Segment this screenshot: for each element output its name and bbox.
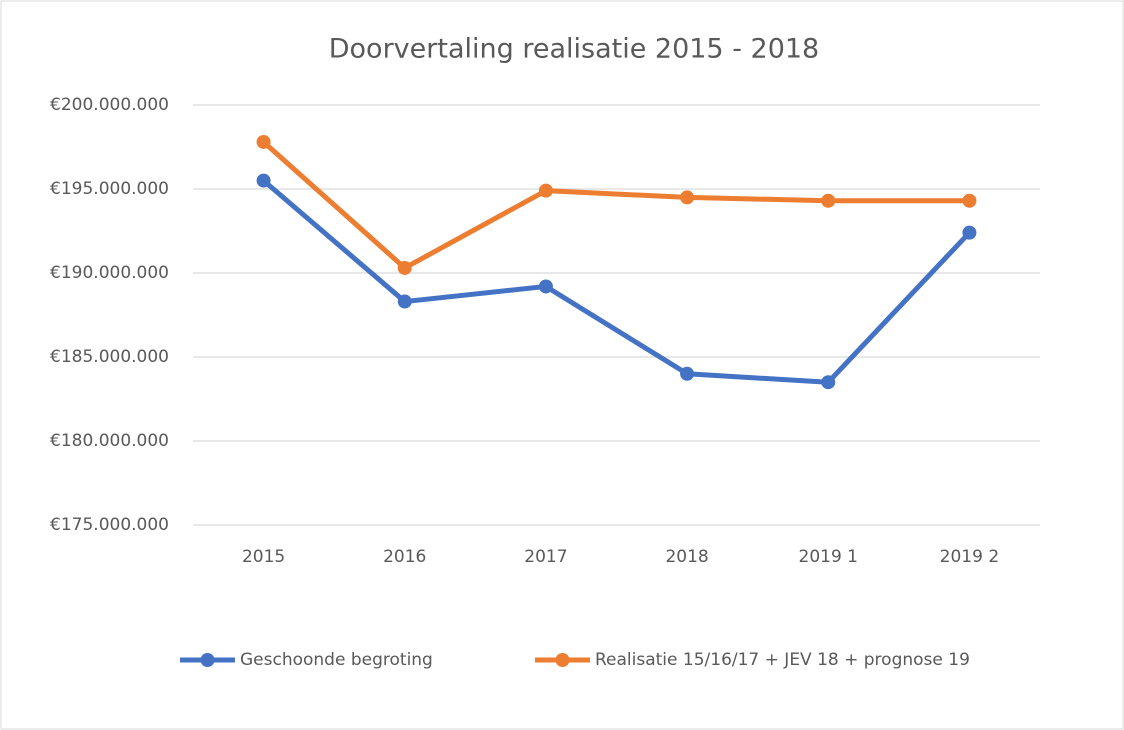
series-point — [256, 134, 271, 149]
series-point — [680, 366, 695, 381]
y-tick-label: €190.000.000 — [50, 263, 169, 283]
y-tick-label: €180.000.000 — [50, 431, 169, 451]
chart-title: Doorvertaling realisatie 2015 - 2018 — [329, 34, 819, 65]
legend-label: Geschoonde begroting — [240, 650, 433, 670]
x-tick-label: 2019 2 — [940, 547, 999, 567]
x-tick-label: 2018 — [665, 547, 708, 567]
series-point — [962, 225, 977, 240]
series-point — [397, 294, 412, 309]
y-tick-label: €200.000.000 — [50, 95, 169, 115]
series-point — [821, 375, 836, 390]
x-tick-label: 2015 — [242, 547, 285, 567]
x-tick-label: 2017 — [524, 547, 567, 567]
y-tick-label: €185.000.000 — [50, 347, 169, 367]
series-line — [261, 140, 970, 271]
x-tick-label: 2019 1 — [799, 547, 858, 567]
legend-label: Realisatie 15/16/17 + JEV 18 + prognose … — [595, 650, 970, 670]
series-point — [397, 260, 412, 275]
series-point — [821, 193, 836, 208]
legend-marker — [200, 653, 215, 667]
series-line — [261, 178, 972, 385]
series-point — [256, 173, 271, 188]
x-tick-label: 2016 — [383, 547, 426, 567]
legend-marker — [555, 653, 570, 667]
y-tick-label: €175.000.000 — [50, 515, 169, 535]
series-point — [538, 183, 553, 198]
y-tick-label: €195.000.000 — [50, 179, 169, 199]
series-point — [962, 193, 977, 208]
series-point — [538, 279, 553, 294]
series-point — [680, 190, 695, 205]
